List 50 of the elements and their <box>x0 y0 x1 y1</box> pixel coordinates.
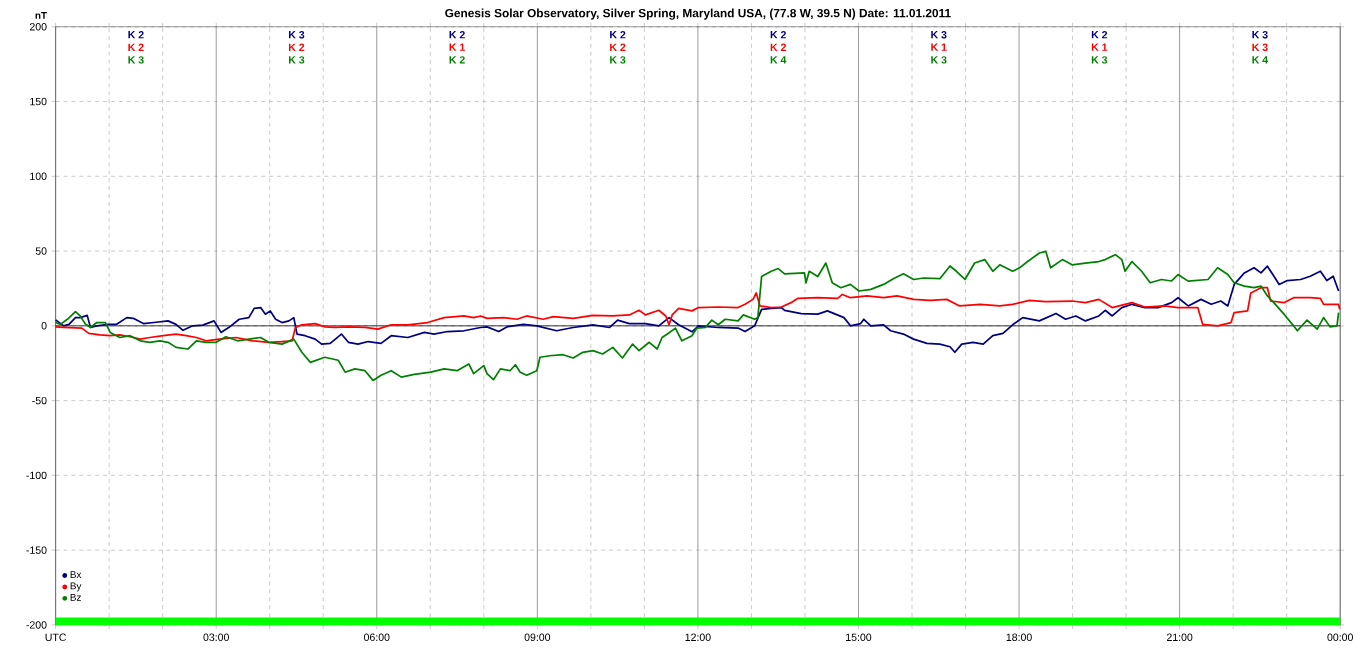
y-tick-label: 150 <box>30 97 47 106</box>
x-tick-label: 15:00 <box>846 633 872 642</box>
annotation: K 4 <box>770 56 787 64</box>
y-tick-label: 0 <box>41 322 47 330</box>
annotation: K 3 <box>1252 31 1268 39</box>
annotation: K 3 <box>1091 56 1108 64</box>
line-series <box>54 250 1340 382</box>
y-axis-title: nT <box>35 12 47 19</box>
annotation: K 2 <box>128 43 144 52</box>
annotation: K 3 <box>931 31 947 39</box>
legend-label: Bz <box>70 594 81 601</box>
annotation: K 2 <box>1091 31 1108 39</box>
annotation: K 1 <box>931 43 947 51</box>
legend-label: Bx <box>70 571 82 579</box>
annotation: K 1 <box>1091 43 1108 51</box>
y-tick-label: -150 <box>26 546 47 555</box>
annotation: K 2 <box>610 43 626 52</box>
annotation: K 3 <box>1252 43 1268 52</box>
annotation: K 1 <box>449 43 465 51</box>
annotation: K 4 <box>1252 56 1269 64</box>
annotation: K 3 <box>931 56 947 64</box>
annotation: K 2 <box>449 31 465 39</box>
y-tick-label: -100 <box>26 471 47 480</box>
annotation: K 2 <box>128 31 144 39</box>
x-tick-label: 03:00 <box>203 633 229 642</box>
y-tick-label: 50 <box>35 247 47 255</box>
x-tick-label: 09:00 <box>524 633 551 642</box>
annotation: K 2 <box>288 43 305 52</box>
x-tick-label: 18:00 <box>1006 633 1032 642</box>
line-series <box>54 265 1340 354</box>
annotation: K 2 <box>770 43 786 52</box>
annotation: K 3 <box>288 56 305 64</box>
x-tick-label: 12:00 <box>685 633 711 642</box>
y-tick-label: 100 <box>30 172 47 181</box>
line-series <box>54 287 1341 344</box>
y-tick-label: 200 <box>29 23 47 31</box>
x-tick-label: 06:00 <box>363 633 390 642</box>
chart-title: Genesis Solar Observatory, Silver Spring, Maryland USA, (77.8 W, 39.5 N) Date: 11.01.2011 <box>445 8 951 20</box>
y-tick-label: -200 <box>26 621 47 629</box>
x-tick-label: 21:00 <box>1166 633 1193 642</box>
annotation: K 2 <box>449 56 465 64</box>
annotation: K 2 <box>610 31 626 39</box>
annotation: K 3 <box>128 56 144 64</box>
annotation: K 2 <box>770 31 786 39</box>
y-tick-label: -50 <box>32 397 47 405</box>
legend-label: By <box>70 582 82 592</box>
annotation: K 3 <box>288 31 305 39</box>
x-tick-label: 00:00 <box>1327 633 1353 642</box>
annotation: K 3 <box>610 56 626 64</box>
x-tick-label: UTC <box>45 633 67 642</box>
